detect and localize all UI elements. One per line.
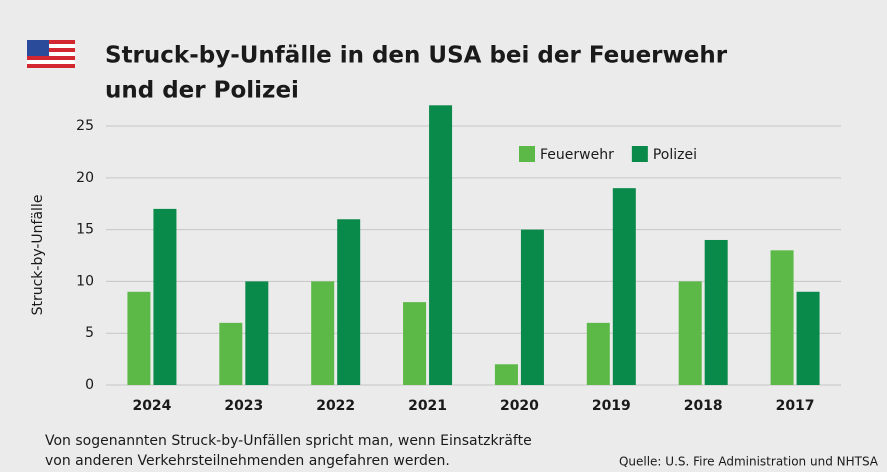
bar bbox=[219, 322, 243, 385]
legend-swatch bbox=[631, 146, 648, 162]
legend-swatch bbox=[519, 146, 535, 162]
bar bbox=[520, 229, 544, 385]
bar bbox=[429, 105, 453, 386]
bar bbox=[153, 208, 177, 385]
bar bbox=[311, 281, 335, 385]
y-tick-label: 20 bbox=[76, 170, 94, 186]
y-tick-label: 0 bbox=[85, 377, 94, 393]
bar bbox=[704, 239, 728, 385]
x-tick-label: 2022 bbox=[316, 398, 355, 414]
chart-title: Struck-by-Unfälle in den USA bei der Feu… bbox=[105, 43, 728, 69]
x-tick-label: 2021 bbox=[408, 398, 447, 414]
footnote: Von sogenannten Struck-by-Unfällen spric… bbox=[45, 433, 532, 449]
bar bbox=[612, 188, 636, 385]
bar bbox=[494, 364, 518, 385]
bar bbox=[770, 250, 794, 385]
bar bbox=[127, 291, 151, 385]
y-tick-label: 5 bbox=[85, 325, 94, 341]
source: Quelle: U.S. Fire Administration und NHT… bbox=[619, 455, 879, 469]
bar bbox=[796, 291, 820, 385]
x-tick-label: 2020 bbox=[500, 398, 539, 414]
x-tick-label: 2023 bbox=[224, 398, 263, 414]
y-tick-label: 10 bbox=[76, 273, 94, 289]
legend-label: Feuerwehr bbox=[540, 147, 614, 163]
footnote: von anderen Verkehrsteilnehmenden angefa… bbox=[45, 453, 450, 469]
x-tick-label: 2024 bbox=[132, 398, 171, 414]
legend-label: Polizei bbox=[653, 147, 697, 163]
chart-title: und der Polizei bbox=[105, 78, 299, 104]
x-tick-label: 2018 bbox=[684, 398, 723, 414]
bar bbox=[586, 322, 610, 385]
y-tick-label: 25 bbox=[76, 118, 94, 134]
bar bbox=[337, 219, 361, 385]
x-tick-label: 2019 bbox=[592, 398, 631, 414]
bar bbox=[403, 302, 427, 385]
bar bbox=[245, 281, 269, 385]
x-tick-label: 2017 bbox=[776, 398, 815, 414]
us-flag bbox=[27, 40, 75, 68]
y-axis-label: Struck-by-Unfälle bbox=[30, 195, 46, 316]
bar bbox=[678, 281, 702, 385]
y-tick-label: 15 bbox=[76, 222, 94, 238]
